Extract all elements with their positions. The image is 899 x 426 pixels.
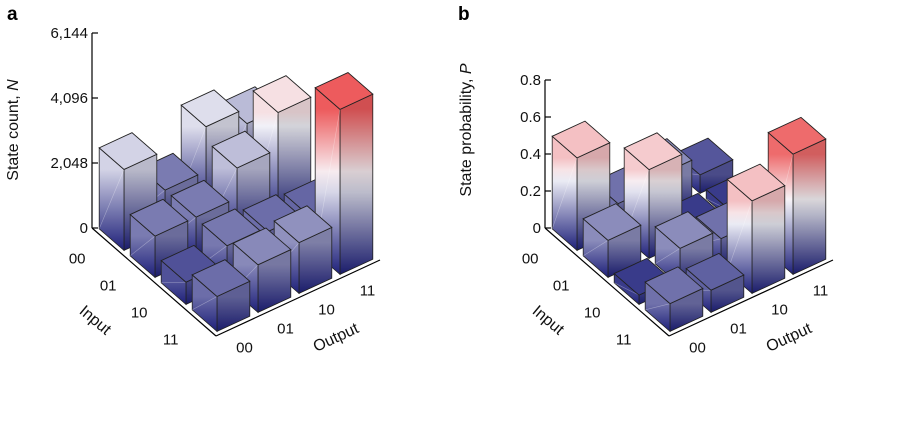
output-axis-label: Output xyxy=(311,320,362,356)
bar-11-10 xyxy=(273,205,333,295)
input-tick-label: 11 xyxy=(163,332,179,349)
bar-11-11 xyxy=(767,116,827,276)
bar-edge xyxy=(130,235,156,257)
bar-top xyxy=(252,75,312,114)
z-tick-label: 2,048 xyxy=(50,155,88,172)
bar-11-11 xyxy=(314,72,374,276)
bar-top xyxy=(273,205,333,244)
bar-top xyxy=(98,132,158,170)
bar-top xyxy=(654,211,714,249)
bar-top xyxy=(551,120,611,159)
bar-11-10 xyxy=(726,163,786,295)
bar-top xyxy=(211,130,271,169)
bar-11-00 xyxy=(644,266,704,333)
bar-top xyxy=(582,203,642,241)
bar-face-shade xyxy=(340,94,373,275)
bar-edge xyxy=(614,282,640,296)
panel-b: b 0 0.2 0.4 0.6 0.8 State probability, P 00 01 10… xyxy=(458,4,834,357)
bar-top xyxy=(129,198,189,237)
bar-edge xyxy=(583,240,609,257)
panel-letter: a xyxy=(7,4,18,25)
bar-top xyxy=(767,116,827,155)
output-tick-label: 10 xyxy=(771,302,788,319)
z-tick-label: 4,096 xyxy=(50,90,88,107)
bar-edge xyxy=(161,281,187,284)
bar-top xyxy=(644,266,704,305)
bar-face-shade xyxy=(793,138,826,275)
input-tick-label: 00 xyxy=(522,251,539,268)
z-tick-label: 0.2 xyxy=(520,183,541,200)
bar-face-shade xyxy=(608,225,641,278)
output-axis-label: Output xyxy=(764,320,815,356)
input-tick-label: 10 xyxy=(131,305,148,322)
bar-top xyxy=(232,227,292,266)
z-tick-label: 0 xyxy=(80,220,88,237)
panel-letter: b xyxy=(458,4,470,25)
z-tick-label: 0.4 xyxy=(520,146,541,163)
z-axis-label: State probability, P xyxy=(458,63,475,196)
bar-face-shade xyxy=(700,159,733,194)
input-tick-label: 10 xyxy=(584,305,601,322)
input-tick-label: 00 xyxy=(69,251,86,268)
bar-face-shade xyxy=(752,185,785,294)
output-tick-label: 01 xyxy=(277,321,294,338)
bar-top xyxy=(180,89,240,128)
bar-face-shade xyxy=(670,288,703,332)
output-tick-label: 01 xyxy=(730,321,747,338)
bar-face-shade xyxy=(217,281,250,332)
output-tick-label: 11 xyxy=(813,283,829,300)
bar-edge xyxy=(726,200,753,272)
bar-face-shade xyxy=(299,227,332,294)
bar-01-00 xyxy=(582,203,642,279)
bar-top xyxy=(170,179,230,218)
bar-top xyxy=(191,259,251,298)
bar-top xyxy=(685,252,745,291)
output-tick-label: 10 xyxy=(318,302,335,319)
input-axis-label: Input xyxy=(76,303,115,339)
output-tick-label: 11 xyxy=(360,283,376,300)
input-tick-label: 11 xyxy=(616,332,632,349)
panel-a: a 0 2,048 4,096 6,144 State count, N 00 01 10 11 0… xyxy=(5,4,381,357)
output-axis-line xyxy=(668,259,834,337)
input-tick-label: 01 xyxy=(553,278,570,295)
bar-top xyxy=(726,163,786,202)
z-axis-label: State count, N xyxy=(5,79,22,181)
z-tick-label: 0.6 xyxy=(520,109,541,126)
output-tick-label: 00 xyxy=(689,340,706,357)
bar-edge xyxy=(551,157,578,229)
bar-face-shade xyxy=(711,275,744,313)
bar-edge xyxy=(645,303,671,311)
input-axis-line xyxy=(91,227,217,337)
input-tick-label: 01 xyxy=(100,278,117,295)
z-tick-label: 0.8 xyxy=(520,72,541,89)
bar-top xyxy=(314,72,374,110)
z-tick-label: 6,144 xyxy=(50,25,88,42)
output-axis-line xyxy=(215,259,381,337)
output-tick-label: 00 xyxy=(236,340,253,357)
input-axis-label: Input xyxy=(529,303,568,339)
bar-edge xyxy=(655,248,681,265)
z-tick-label: 0 xyxy=(533,220,541,237)
bar-face-shade xyxy=(258,249,291,313)
bar-edge xyxy=(98,169,125,229)
input-axis-line xyxy=(544,227,670,337)
bar-11-00 xyxy=(191,259,251,333)
bar-top xyxy=(623,132,683,171)
bar-edge xyxy=(192,296,218,311)
